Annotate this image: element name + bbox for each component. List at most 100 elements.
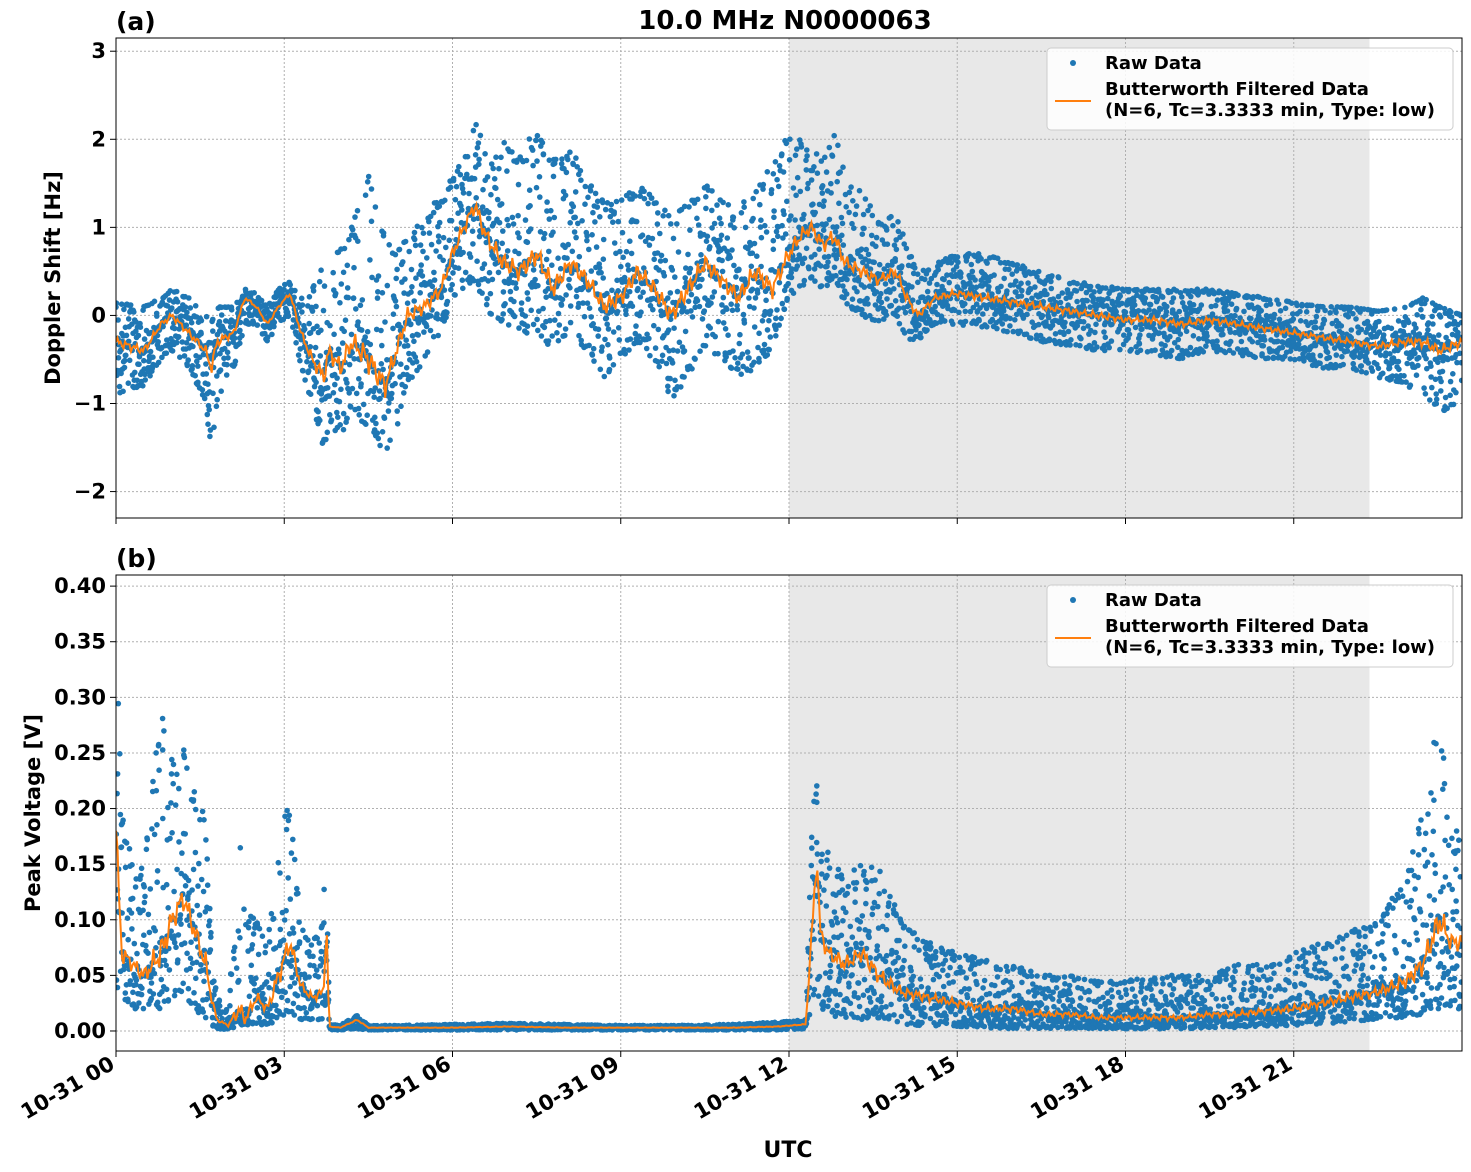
- raw-data-point: [227, 1003, 233, 1009]
- raw-data-point: [116, 790, 120, 797]
- raw-data-point: [266, 984, 272, 991]
- raw-data-point: [1248, 315, 1254, 322]
- raw-data-point: [337, 300, 343, 306]
- raw-data-point: [971, 252, 977, 259]
- raw-data-point: [1085, 323, 1091, 329]
- raw-data-point: [556, 322, 563, 328]
- raw-data-point: [237, 845, 244, 851]
- raw-data-point: [598, 269, 604, 276]
- raw-data-point: [724, 306, 730, 313]
- raw-data-point: [714, 202, 720, 208]
- raw-data-point: [846, 189, 853, 196]
- raw-data-point: [873, 234, 880, 241]
- raw-data-point: [1423, 355, 1429, 362]
- raw-data-point: [573, 293, 580, 300]
- raw-data-point: [396, 246, 402, 253]
- raw-data-point: [419, 273, 426, 279]
- raw-data-point: [336, 398, 343, 405]
- raw-data-point: [1395, 358, 1402, 365]
- raw-data-point: [946, 279, 952, 286]
- raw-data-point: [980, 311, 986, 317]
- raw-data-point: [1436, 332, 1442, 338]
- raw-data-point: [977, 305, 983, 311]
- raw-data-point: [123, 840, 130, 846]
- raw-data-point: [1274, 297, 1280, 304]
- raw-data-point: [541, 235, 547, 242]
- raw-data-point: [1258, 307, 1264, 314]
- raw-data-point: [969, 284, 975, 290]
- raw-data-point: [773, 333, 779, 339]
- raw-data-point: [595, 333, 601, 339]
- raw-data-point: [165, 804, 171, 811]
- raw-data-point: [740, 311, 747, 318]
- raw-data-point: [720, 320, 727, 326]
- raw-data-point: [224, 349, 231, 356]
- raw-data-point: [604, 290, 610, 297]
- raw-data-point: [1132, 324, 1139, 331]
- raw-data-point: [213, 403, 220, 410]
- raw-data-point: [902, 309, 909, 316]
- raw-data-point: [231, 955, 237, 962]
- raw-data-point: [609, 287, 615, 294]
- raw-data-point: [188, 939, 194, 945]
- raw-data-point: [435, 316, 441, 322]
- raw-data-point: [198, 962, 204, 968]
- raw-data-point: [869, 212, 876, 219]
- raw-data-point: [758, 234, 765, 241]
- raw-data-point: [541, 230, 548, 237]
- raw-data-point: [345, 385, 351, 392]
- raw-data-point: [574, 164, 580, 170]
- raw-data-point: [820, 203, 827, 209]
- raw-data-point: [216, 1003, 223, 1009]
- raw-data-point: [620, 302, 627, 309]
- raw-data-point: [237, 327, 243, 334]
- raw-data-point: [1447, 378, 1454, 385]
- raw-data-point: [605, 326, 612, 332]
- raw-data-point: [1084, 297, 1090, 304]
- raw-data-point: [398, 361, 404, 368]
- raw-data-point: [666, 348, 672, 354]
- raw-data-point: [751, 305, 757, 311]
- raw-data-point: [1325, 365, 1332, 371]
- raw-data-point: [185, 985, 192, 992]
- raw-data-point: [496, 165, 502, 172]
- raw-data-point: [327, 412, 333, 418]
- raw-data-point: [169, 305, 175, 311]
- raw-data-point: [555, 337, 562, 344]
- raw-data-point: [589, 351, 595, 357]
- raw-data-point: [569, 248, 576, 255]
- raw-data-point: [818, 158, 825, 164]
- raw-data-point: [958, 270, 964, 277]
- raw-data-point: [424, 349, 431, 355]
- raw-data-point: [1430, 321, 1436, 327]
- raw-data-point: [394, 408, 401, 414]
- raw-data-point: [1429, 384, 1435, 391]
- raw-data-point: [731, 225, 737, 231]
- raw-data-point: [534, 158, 540, 164]
- raw-data-point: [617, 248, 623, 255]
- raw-data-point: [268, 910, 275, 917]
- raw-data-point: [644, 331, 650, 338]
- raw-data-point: [766, 317, 772, 324]
- raw-data-point: [901, 330, 908, 336]
- raw-data-point: [773, 326, 779, 333]
- raw-data-point: [651, 256, 657, 263]
- raw-data-point: [187, 305, 194, 311]
- raw-data-point: [782, 231, 789, 237]
- y-tick-label: −1: [74, 392, 106, 416]
- raw-data-point: [892, 312, 899, 318]
- raw-data-point: [1333, 309, 1339, 316]
- raw-data-point: [1455, 329, 1461, 336]
- raw-data-point: [1249, 338, 1256, 345]
- raw-data-point: [638, 309, 644, 316]
- raw-data-point: [1059, 290, 1066, 296]
- raw-data-point: [1438, 378, 1444, 385]
- raw-data-point: [600, 236, 607, 243]
- raw-data-point: [368, 218, 375, 225]
- raw-data-point: [703, 238, 710, 244]
- raw-data-point: [808, 274, 815, 280]
- raw-data-point: [605, 341, 611, 348]
- raw-data-point: [590, 209, 596, 216]
- raw-data-point: [502, 301, 508, 307]
- raw-data-point: [532, 276, 538, 283]
